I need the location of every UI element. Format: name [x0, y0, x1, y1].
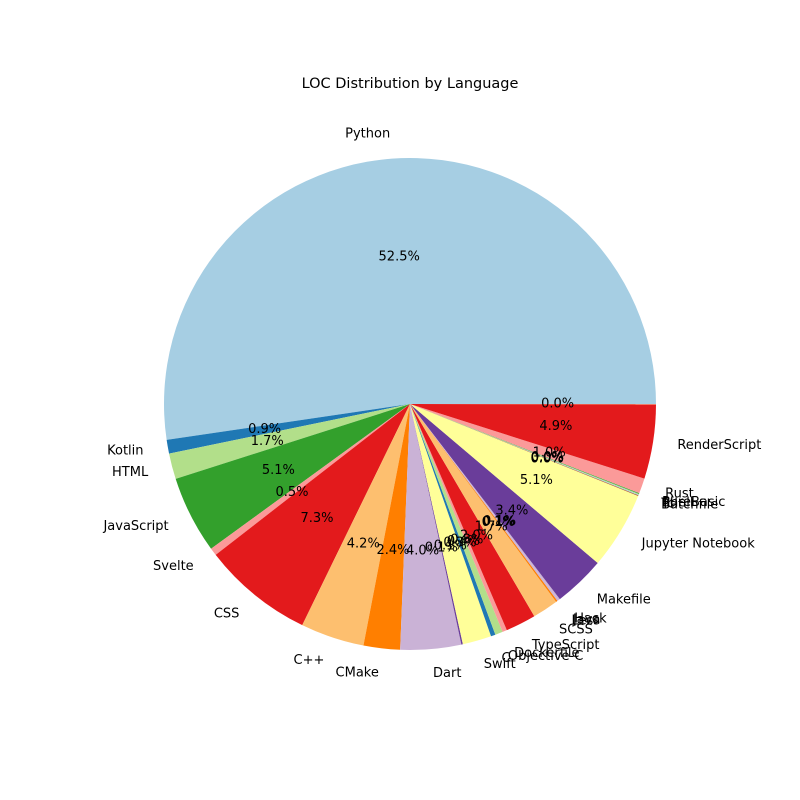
pie-slice-dart-8 [400, 404, 462, 650]
slice-percent-svelte-4: 0.5% [275, 485, 308, 500]
pie-slice-cmake-7 [363, 404, 410, 650]
slice-label-batchfile-21: Batchfile [661, 497, 718, 512]
slice-label-less-16: Less [571, 614, 600, 629]
slice-percent-batchfile-21: 0.0% [530, 451, 563, 466]
slice-label-html-2: HTML [112, 465, 149, 480]
pie-slice-hack-18 [410, 404, 560, 601]
pie-slice-scss-15 [410, 404, 557, 617]
pie-slice-python-0 [163, 157, 657, 440]
pie-labels: PythonKotlinHTMLJavaScriptSvelteCSSC++CM… [102, 127, 761, 681]
pie-slice-batchfile-21 [410, 404, 639, 497]
slice-label-swift-10: Swift [484, 657, 516, 672]
pie-slice-html-2 [169, 404, 410, 479]
slice-percent-purebasic-24: 0.0% [531, 450, 564, 465]
pie-slice-objective-c-12 [410, 404, 503, 635]
slice-label-css-5: CSS [214, 607, 240, 622]
slice-percent-kotlin-1: 0.9% [248, 422, 281, 437]
pie-slice-javascript-3 [175, 404, 410, 549]
slice-percent-unlabeled-27: 0.0% [541, 397, 574, 412]
pie-slice-c--6 [302, 404, 410, 646]
pie-slice-shell-23 [410, 404, 640, 495]
pie-percent-labels: 52.5%0.9%1.7%5.1%0.5%7.3%4.2%2.4%4.0%0.1… [248, 249, 574, 558]
slice-label-kotlin-1: Kotlin [107, 444, 143, 459]
slice-percent-renderscript-26: 4.9% [539, 419, 572, 434]
slice-label-renderscript-26: RenderScript [677, 438, 761, 453]
slice-percent-cmake-7: 2.4% [377, 543, 410, 558]
slice-percent-html-2: 1.7% [251, 434, 284, 449]
slice-percent-dart-8: 4.0% [406, 544, 439, 559]
slice-label-dockerfile-13: Dockerfile [514, 646, 579, 661]
slice-label-objective-c-12: Objective-C [508, 649, 583, 664]
pie-slice-makefile-19 [410, 404, 598, 600]
slice-percent-rust-25: 1.0% [533, 446, 566, 461]
slice-percent-scss-15: 1.7% [475, 520, 508, 535]
slice-label-svelte-4: Svelte [153, 559, 194, 574]
slice-percent-unlabeled-9: 0.1% [425, 541, 458, 556]
slice-percent-c-11: 0.3% [443, 535, 476, 550]
pie-slice-purebasic-24 [410, 404, 640, 494]
slice-label-rust-25: Rust [665, 487, 694, 502]
pie-slice-unlabeled-9 [410, 404, 463, 645]
pie-slice-renderscript-26 [410, 404, 656, 479]
slice-label-c--6: C++ [294, 653, 325, 668]
pie-slice-svelte-4 [211, 404, 410, 555]
slice-label-cmake-7: CMake [336, 665, 379, 680]
pie-slice-tcl-22 [410, 404, 639, 496]
slice-percent-dockerfile-13: 0.3% [450, 533, 483, 548]
pie-slice-swift-10 [410, 404, 492, 645]
slice-label-python-0: Python [345, 127, 390, 142]
slice-percent-less-16: 0.1% [482, 515, 515, 530]
pie-slice-kotlin-1 [166, 404, 410, 454]
pie-slice-rust-25 [410, 404, 645, 494]
slice-label-jupyter-notebook-20: Jupyter Notebook [641, 536, 756, 551]
slice-label-hack-18: Hack [574, 612, 607, 627]
pie-slice-java-17 [410, 404, 559, 601]
slice-label-scss-15: SCSS [559, 622, 593, 637]
slice-percent-tcl-22: 0.0% [531, 451, 564, 466]
slice-label-makefile-19: Makefile [597, 592, 651, 607]
slice-percent-javascript-3: 5.1% [262, 463, 295, 478]
pie-slice-dockerfile-13 [410, 404, 507, 632]
pie-slice-css-5 [215, 404, 410, 626]
slice-percent-swift-10: 0.1% [434, 539, 467, 554]
slice-label-shell-23: Shell [662, 496, 694, 511]
slice-percent-objective-c-12: 0.4% [447, 534, 480, 549]
slice-percent-java-17: 0.1% [482, 514, 515, 529]
slice-label-purebasic-24: PureBasic [662, 495, 725, 510]
pie-slice-less-16 [410, 404, 558, 602]
slice-label-java-17: Java [572, 613, 600, 628]
pie-slices [163, 157, 657, 650]
pie-slice-c-11 [410, 404, 496, 637]
slice-percent-typescript-14: 2.0% [460, 528, 493, 543]
slice-label-typescript-14: TypeScript [531, 638, 600, 653]
slice-percent-python-0: 52.5% [379, 249, 420, 264]
chart-title: LOC Distribution by Language [302, 76, 519, 92]
pie-slice-typescript-14 [410, 404, 535, 631]
slice-label-dart-8: Dart [433, 666, 461, 681]
slice-label-javascript-3: JavaScript [102, 519, 168, 534]
slice-percent-c--6: 4.2% [347, 537, 380, 552]
slice-percent-jupyter-notebook-20: 5.1% [520, 473, 553, 488]
slice-label-c-11: C [502, 651, 511, 666]
slice-percent-makefile-19: 3.4% [495, 503, 528, 518]
slice-label-tcl-22: Tcl [660, 497, 678, 512]
pie-slice-jupyter-notebook-20 [410, 404, 639, 563]
slice-percent-css-5: 7.3% [300, 511, 333, 526]
slice-percent-shell-23: 0.0% [531, 451, 564, 466]
slice-percent-hack-18: 0.1% [483, 514, 516, 529]
